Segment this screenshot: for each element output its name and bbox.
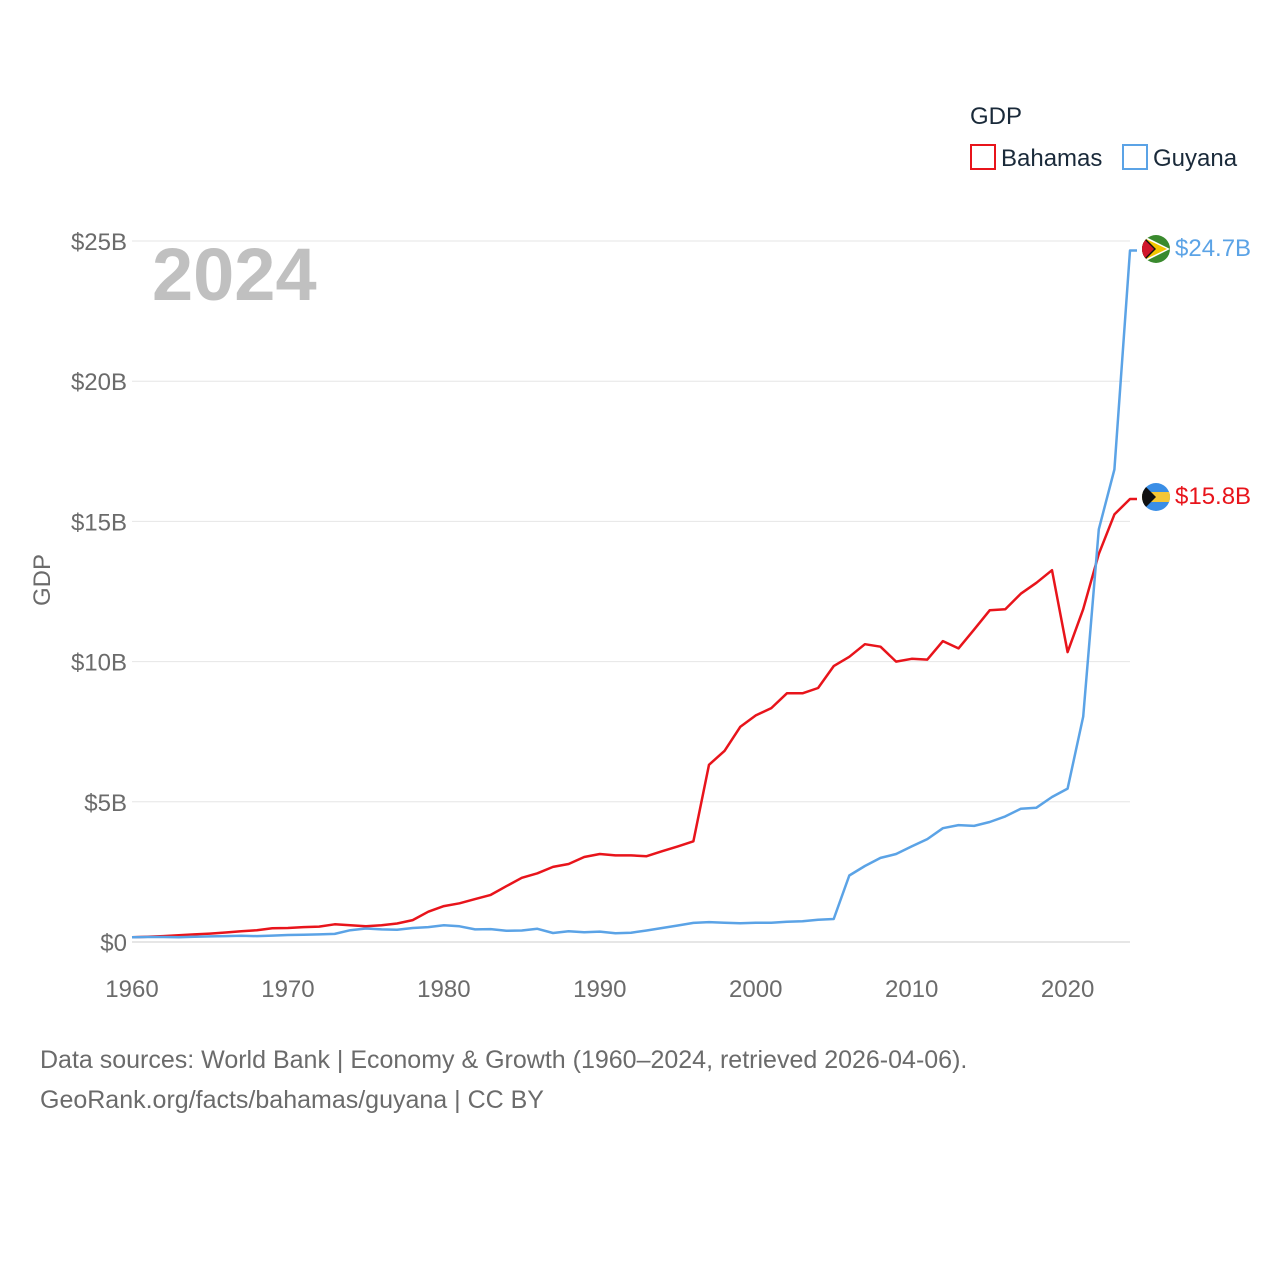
y-tick-label: $5B xyxy=(84,790,127,817)
bahamas-end-label: $15.8B xyxy=(1175,483,1251,510)
x-tick-label: 1970 xyxy=(261,976,314,1003)
legend: GDP Bahamas Guyana xyxy=(970,103,1238,172)
series-line-bahamas[interactable] xyxy=(131,497,1137,939)
y-tick-label: $0 xyxy=(100,930,127,957)
y-axis-title: GDP xyxy=(29,554,56,606)
gridlines xyxy=(132,240,1130,943)
legend-swatch-bahamas[interactable] xyxy=(970,144,996,170)
source-footer: Data sources: World Bank | Economy & Gro… xyxy=(40,1040,967,1120)
x-tick-label: 1990 xyxy=(573,976,626,1003)
series-lines xyxy=(131,249,1137,939)
legend-label-guyana[interactable]: Guyana xyxy=(1153,145,1238,172)
y-tick-label: $10B xyxy=(71,650,127,677)
legend-title: GDP xyxy=(970,103,1022,130)
gdp-line-chart: $0 $5B $10B $15B $20B $25B 1960 1970 1980 1990 20… xyxy=(29,103,1251,1003)
footer-attribution[interactable]: GeoRank.org/facts/bahamas/guyana | CC BY xyxy=(40,1086,544,1114)
series-line-guyana[interactable] xyxy=(131,249,1137,939)
legend-label-bahamas[interactable]: Bahamas xyxy=(1001,145,1102,172)
x-axis-ticks: 1960 1970 1980 1990 2000 2010 2020 xyxy=(105,976,1094,1003)
guyana-flag-icon xyxy=(1142,235,1170,263)
x-tick-label: 2010 xyxy=(885,976,938,1003)
x-tick-label: 1980 xyxy=(417,976,470,1003)
guyana-end-label: $24.7B xyxy=(1175,235,1251,262)
y-tick-label: $25B xyxy=(71,229,127,256)
x-tick-label: 2000 xyxy=(729,976,782,1003)
y-tick-label: $15B xyxy=(71,509,127,536)
footer-sources: Data sources: World Bank | Economy & Gro… xyxy=(40,1046,968,1074)
x-tick-label: 1960 xyxy=(105,976,158,1003)
legend-swatch-guyana[interactable] xyxy=(1122,144,1148,170)
year-watermark: 2024 xyxy=(152,233,317,316)
y-axis-ticks: $0 $5B $10B $15B $20B $25B xyxy=(71,229,127,957)
y-tick-label: $20B xyxy=(71,369,127,396)
bahamas-flag-icon xyxy=(1142,483,1170,511)
x-tick-label: 2020 xyxy=(1041,976,1094,1003)
